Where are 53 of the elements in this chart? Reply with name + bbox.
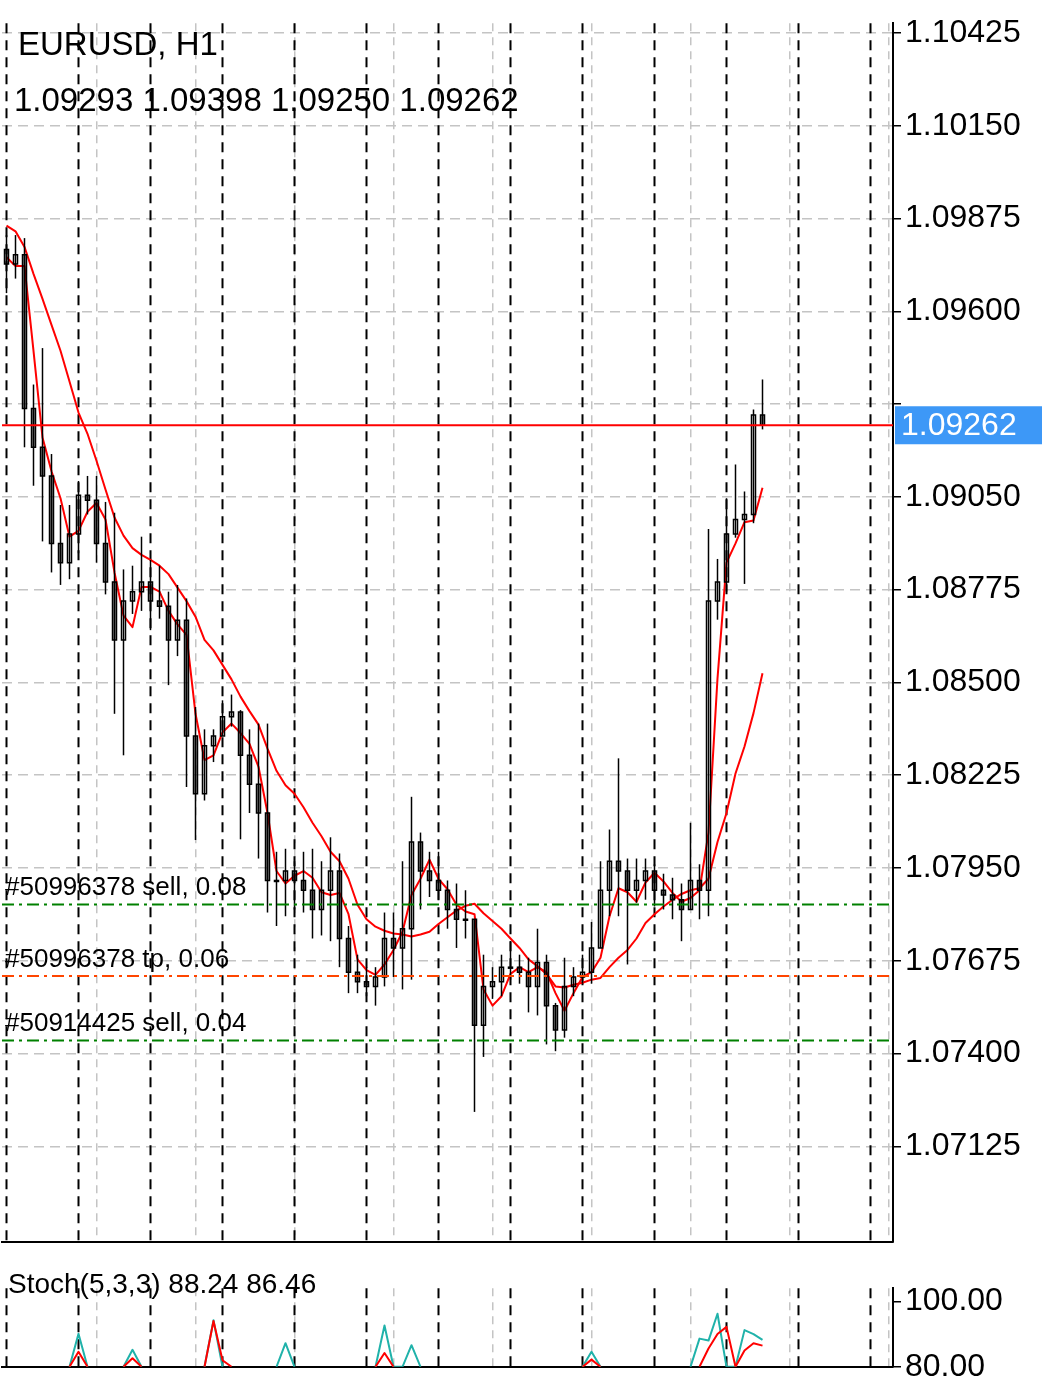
ref-line-label: #50996378 tp, 0.06 <box>5 942 230 973</box>
y-tick-label: 1.08225 <box>905 755 1021 792</box>
ref-line-label: #50914425 sell, 0.04 <box>5 1007 247 1038</box>
candlestick <box>138 535 145 612</box>
candlestick <box>480 953 487 1058</box>
candlestick <box>597 860 604 949</box>
candlestick <box>498 953 505 997</box>
y-tick-label: 1.09600 <box>905 291 1021 328</box>
candlestick <box>174 584 181 657</box>
y-tick-label: 100.00 <box>905 1281 1003 1318</box>
candlestick <box>561 956 568 1039</box>
candlestick <box>66 504 73 580</box>
candlestick <box>120 568 127 757</box>
candlestick <box>588 921 595 985</box>
candlestick <box>687 822 694 911</box>
ref-line-label: #50996378 sell, 0.08 <box>5 871 247 902</box>
candlestick <box>327 836 334 942</box>
candlestick <box>534 927 541 1017</box>
y-tick-label: 1.10150 <box>905 105 1021 142</box>
y-tick-label: 1.08775 <box>905 569 1021 606</box>
candlestick <box>750 408 757 524</box>
candlestick <box>705 528 712 917</box>
y-tick-label: 1.07400 <box>905 1033 1021 1070</box>
candlestick <box>372 966 379 1007</box>
y-tick-label: 1.07675 <box>905 940 1021 977</box>
candlestick <box>210 728 217 763</box>
candlestick <box>570 966 577 997</box>
y-tick-label: 1.09050 <box>905 476 1021 513</box>
candlestick <box>606 828 613 917</box>
y-tick-label: 1.09875 <box>905 198 1021 235</box>
candlestick <box>282 848 289 917</box>
candlestick <box>201 728 208 802</box>
candlestick <box>642 857 649 901</box>
candlestick <box>741 490 748 585</box>
candlestick <box>228 693 235 728</box>
candlestick <box>732 463 739 539</box>
text: 1.09293 1.09398 1.09250 1.09262 <box>14 81 519 119</box>
candlestick <box>381 911 388 988</box>
candlestick <box>399 860 406 991</box>
ref-line-label: 1.09262 <box>901 406 1017 443</box>
chart-title: Stoch(5,3,3) 88.24 86.46 <box>8 1268 317 1299</box>
candlestick <box>408 796 415 981</box>
y-tick-label: 1.07125 <box>905 1126 1021 1163</box>
candlestick <box>318 860 325 937</box>
y-tick-label: 1.08500 <box>905 662 1021 699</box>
y-tick-label: 1.10425 <box>905 12 1021 49</box>
y-tick-label: 80.00 <box>905 1346 986 1383</box>
candlestick <box>633 857 640 904</box>
candlestick <box>129 564 136 615</box>
chart-title: EURUSD, H1 <box>18 25 218 63</box>
candlestick <box>12 234 19 280</box>
candlestick <box>714 558 721 621</box>
y-tick-label: 1.07950 <box>905 847 1021 884</box>
